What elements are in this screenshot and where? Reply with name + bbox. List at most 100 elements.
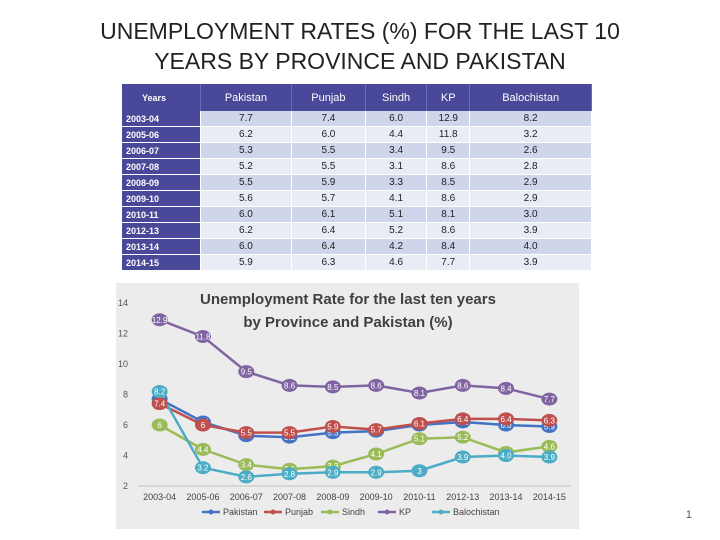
table-cell: 6.1 <box>291 206 366 223</box>
x-tick-label: 2007-08 <box>273 492 306 502</box>
table-header: Years <box>122 84 201 111</box>
table-cell: 5.5 <box>200 174 292 191</box>
table-cell: 6.4 <box>291 222 366 239</box>
data-point-balochistan <box>541 450 558 464</box>
table-cell: 2.9 <box>469 190 592 207</box>
table-year-cell: 2003-04 <box>122 111 201 127</box>
table-cell: 5.3 <box>200 142 292 159</box>
series-line-sindh <box>159 423 550 471</box>
table-cell: 5.9 <box>291 174 366 191</box>
slide-title-line1: UNEMPLOYMENT RATES (%) FOR THE LAST 10 <box>100 18 620 44</box>
data-label-balochistan: 3.9 <box>544 453 556 462</box>
table-year-cell: 2007-08 <box>122 158 201 175</box>
data-point-sindh <box>238 458 255 472</box>
legend-marker-sindh <box>327 509 333 515</box>
table-body: 2003-04 7.7 7.4 6.0 12.9 8.2 2005-06 6.2 6.0 4.4 1… <box>122 111 592 271</box>
data-point-punjab <box>368 423 385 437</box>
legend-label-sindh: Sindh <box>342 507 365 517</box>
table-cell: 4.0 <box>469 238 592 255</box>
legend-label-kp: KP <box>399 507 411 517</box>
data-label-kp: 8.6 <box>284 381 296 390</box>
data-label-sindh: 3.4 <box>241 461 253 470</box>
x-tick-label: 2008-09 <box>316 492 349 502</box>
table-cell: 6.2 <box>200 126 292 143</box>
y-tick-label: 4 <box>123 451 128 461</box>
data-label-sindh: 4.6 <box>544 442 556 451</box>
table-year-cell: 2010-11 <box>122 206 201 223</box>
data-point-balochistan <box>281 467 298 481</box>
table-header: Sindh <box>365 84 428 111</box>
table-cell: 4.2 <box>365 238 428 255</box>
data-label-balochistan: 4.0 <box>500 452 512 461</box>
data-label-balochistan: 8.2 <box>154 387 166 396</box>
table-cell: 3.3 <box>365 174 428 191</box>
table-header-row: Years Pakistan Punjab Sindh KP Balochist… <box>122 84 592 111</box>
data-point-kp <box>454 378 471 392</box>
data-point-punjab <box>194 418 211 432</box>
data-point-punjab <box>454 412 471 426</box>
x-tick-label: 2013-14 <box>490 492 523 502</box>
data-point-sindh <box>194 442 211 456</box>
table-row: 2014-15 5.9 6.3 4.6 7.7 3.9 <box>122 254 592 271</box>
data-label-balochistan: 2.9 <box>327 468 339 477</box>
data-point-balochistan <box>324 465 341 479</box>
table-row: 2008-09 5.5 5.9 3.3 8.5 2.9 <box>122 174 592 191</box>
data-point-sindh <box>151 418 168 432</box>
table-cell: 4.1 <box>365 190 428 207</box>
data-point-punjab <box>411 416 428 430</box>
data-label-punjab: 5.7 <box>371 426 383 435</box>
x-tick-label: 2009-10 <box>360 492 393 502</box>
table-cell: 4.4 <box>365 126 428 143</box>
table-cell: 2.9 <box>469 174 592 191</box>
table-row: 2003-04 7.7 7.4 6.0 12.9 8.2 <box>122 111 592 127</box>
table-cell: 5.5 <box>291 158 366 175</box>
table-cell: 12.9 <box>426 111 471 127</box>
data-label-pakistan: 5.5 <box>327 429 339 438</box>
slide-title: UNEMPLOYMENT RATES (%) FOR THE LAST 10 Y… <box>0 16 720 76</box>
table-year-cell: 2009-10 <box>122 190 201 207</box>
legend-label-balochistan: Balochistan <box>453 507 500 517</box>
legend-marker-kp <box>384 509 390 515</box>
table-cell: 3.9 <box>469 254 592 271</box>
table-year-cell: 2006-07 <box>122 142 201 159</box>
data-label-sindh: 6 <box>157 421 162 430</box>
table-cell: 6.0 <box>291 126 366 143</box>
chart-title-line1: Unemployment Rate for the last ten years <box>200 291 496 308</box>
data-label-punjab: 6.4 <box>457 415 469 424</box>
table-cell: 3.0 <box>469 206 592 223</box>
y-tick-label: 8 <box>123 390 128 400</box>
data-label-kp: 8.6 <box>457 381 469 390</box>
table-cell: 5.1 <box>365 206 428 223</box>
table-cell: 8.1 <box>426 206 471 223</box>
table-cell: 2.6 <box>469 142 592 159</box>
table-cell: 4.6 <box>365 254 428 271</box>
data-label-kp: 7.7 <box>544 395 556 404</box>
table-cell: 8.5 <box>426 174 471 191</box>
data-label-balochistan: 3 <box>417 467 422 476</box>
table-header: Balochistan <box>469 84 592 111</box>
data-point-kp <box>151 313 168 327</box>
data-point-punjab <box>541 413 558 427</box>
table-row: 2010-11 6.0 6.1 5.1 8.1 3.0 <box>122 206 592 223</box>
data-label-punjab: 6.4 <box>500 415 512 424</box>
table-cell: 8.4 <box>426 238 471 255</box>
table-cell: 9.5 <box>426 142 471 159</box>
data-label-punjab: 5.5 <box>241 429 253 438</box>
data-point-kp <box>194 330 211 344</box>
table-cell: 5.5 <box>291 142 366 159</box>
data-point-punjab <box>324 420 341 434</box>
table-year-cell: 2014-15 <box>122 254 201 271</box>
data-label-pakistan: 6.0 <box>500 421 512 430</box>
legend-label-punjab: Punjab <box>285 507 313 517</box>
data-label-punjab: 7.4 <box>154 400 166 409</box>
table-cell: 11.8 <box>426 126 471 143</box>
table-row: 2013-14 6.0 6.4 4.2 8.4 4.0 <box>122 238 592 255</box>
y-tick-label: 6 <box>123 420 128 430</box>
data-point-balochistan <box>151 384 168 398</box>
data-point-kp <box>281 378 298 392</box>
table-cell: 3.4 <box>365 142 428 159</box>
data-point-punjab <box>238 426 255 440</box>
table-row: 2005-06 6.2 6.0 4.4 11.8 3.2 <box>122 126 592 143</box>
legend-marker-balochistan <box>438 509 444 515</box>
table-row: 2009-10 5.6 5.7 4.1 8.6 2.9 <box>122 190 592 207</box>
